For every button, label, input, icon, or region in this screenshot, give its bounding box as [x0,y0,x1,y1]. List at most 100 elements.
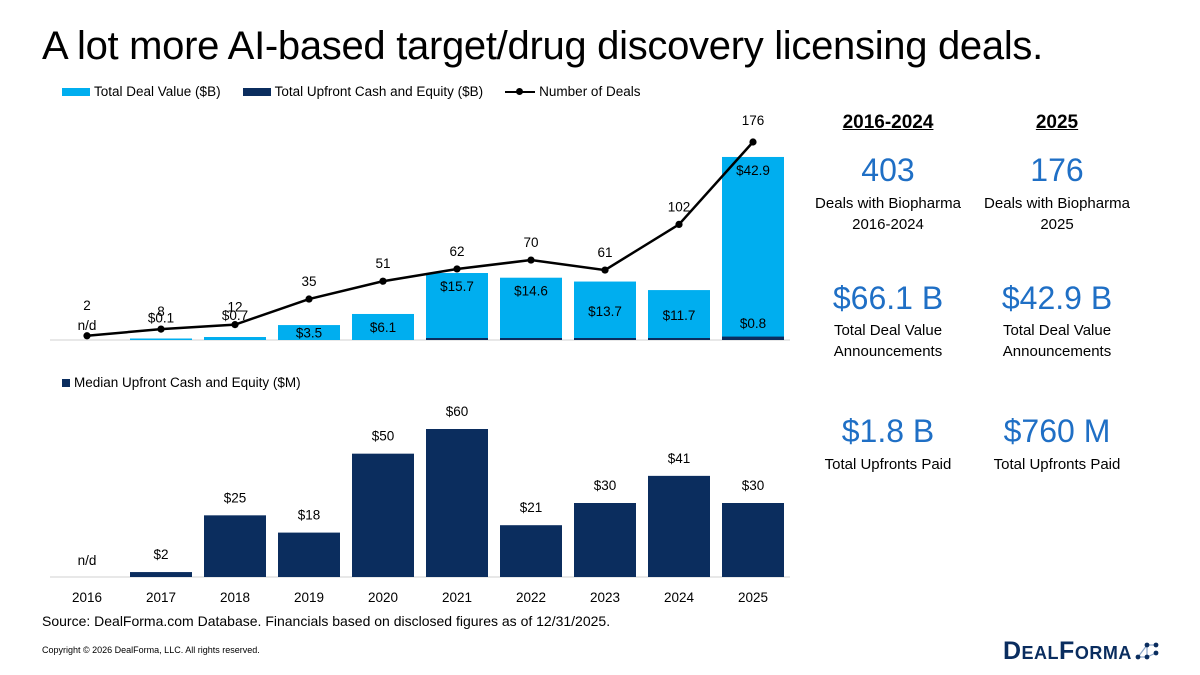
bar-median-upfront-2020 [352,453,414,577]
top-combo-chart: n/d $0.1 $0.7 $3.5 $6.1 $15.7 $14.6 $13.7 $11.7 $… [50,113,790,341]
bar-upfront-2025 [722,336,784,340]
label-median-upfront-2022: $21 [520,500,543,515]
bar-total-deal-value-2025 [722,156,784,340]
value-desc-line2: Announcements [1002,343,1112,360]
label-upfront-2025: $0.8 [740,316,766,331]
deals-desc-line1: Deals with Biopharma [984,195,1130,212]
label-total-deal-value-2021: $15.7 [440,279,474,294]
point-deals-2025 [749,138,757,146]
x-tick-2022: 2022 [516,590,546,605]
bar-total-deal-value-2024 [648,290,710,340]
deals-desc-line1: Deals with Biopharma [815,195,961,212]
label-deals-2021: 62 [449,244,464,259]
stat-upfront-2016-2024: $1.8 B [841,413,935,449]
bottom-chart-legend: Median Upfront Cash and Equity ($M) [62,375,323,390]
label-median-upfront-2024: $41 [668,451,691,466]
label-deals-2017: 8 [157,304,165,319]
point-deals-2023 [601,266,609,274]
copyright-note: Copyright © 2026 DealForma, LLC. All rig… [42,645,260,655]
legend-label-median: Median Upfront Cash and Equity ($M) [74,375,301,390]
col-header-2025: 2025 [1035,112,1079,133]
dealforma-logo: DealForma [1003,637,1160,666]
value-desc-line1: Total Deal Value [833,322,943,339]
label-deals-2022: 70 [523,235,538,250]
point-deals-2020 [379,277,387,285]
label-median-upfront-2018: $25 [224,490,247,505]
label-median-upfront-2019: $18 [298,508,321,523]
x-tick-2021: 2021 [442,590,472,605]
legend-swatch-dark [242,87,271,96]
logo-text: DealForma [1003,637,1132,665]
x-tick-2025: 2025 [738,590,768,605]
line-number-of-deals [86,141,754,338]
label-deals-2018: 12 [227,300,242,315]
col-header-2016-2024: 2016-2024 [842,112,934,133]
label-total-deal-value-2023: $13.7 [588,304,622,319]
bar-median-upfront-2022 [500,525,562,577]
bar-total-deal-value-2017 [130,338,192,340]
label-deals-2016: 2 [83,298,91,313]
source-note: Source: DealForma.com Database. Financia… [42,613,611,629]
bar-median-upfront-2019 [278,532,340,577]
label-median-upfront-2025: $30 [742,478,765,493]
label-median-upfront-2017: $2 [153,547,168,562]
legend-swatch-light [62,87,90,96]
stat-upfront-desc-2025: Total Upfronts Paid [993,456,1121,473]
x-tick-2019: 2019 [294,590,324,605]
label-total-deal-value-2017: $0.1 [148,311,174,326]
network-dots-icon [1135,642,1159,659]
label-deals-2020: 51 [375,256,390,271]
label-median-upfront-2021: $60 [446,404,469,419]
bar-total-deal-value-2023 [574,281,636,340]
stat-deals-2016-2024: 403 [861,152,915,188]
legend-label-total-deal-value: Total Deal Value ($B) [94,84,221,99]
legend-item-deals: Number of Deals [505,84,640,99]
top-chart-legend: Total Deal Value ($B) Total Upfront Cash… [62,84,662,99]
stat-value-2016-2024: $66.1 B [832,280,944,316]
bar-median-upfront-2023 [574,503,636,577]
value-desc-line1: Total Deal Value [1002,322,1112,339]
label-deals-2023: 61 [597,245,612,260]
label-total-deal-value-2018: $0.7 [222,308,248,323]
legend-label-upfront: Total Upfront Cash and Equity ($B) [274,84,484,99]
legend-item-upfront: Total Upfront Cash and Equity ($B) [242,84,484,99]
label-deals-2019: 35 [301,274,316,289]
bar-median-upfront-2024 [648,475,710,577]
value-desc-line2: Announcements [833,343,943,360]
x-tick-2023: 2023 [590,590,620,605]
bar-total-deal-value-2019 [278,325,340,340]
legend-swatch-line [505,87,536,97]
legend-label-deals: Number of Deals [539,84,641,99]
stat-upfront-2025: $760 M [1003,413,1111,449]
label-total-deal-value-2022: $14.6 [514,284,548,299]
point-deals-2024 [675,220,683,229]
bar-upfront-2021 [426,338,488,340]
bar-median-upfront-2018 [204,515,266,577]
deals-desc-line2: 2025 [1040,216,1074,233]
point-deals-2017 [157,325,165,333]
stats-col-2025-header: 2025 [972,108,1142,138]
bar-median-upfront-2017 [130,572,192,577]
legend-item-median: Median Upfront Cash and Equity ($M) [62,375,301,390]
stat-deals-2025: 176 [1030,152,1084,188]
label-deals-2025: 176 [742,113,765,128]
label-median-upfront-2023: $30 [594,478,617,493]
label-total-deal-value-2019: $3.5 [296,326,322,341]
stat-deals-desc-2016-2024: Deals with Biopharma 2016-2024 [803,193,973,235]
stat-value-2025: $42.9 B [1001,280,1113,316]
stat-value-desc-2016-2024: Total Deal Value Announcements [803,320,973,362]
label-total-deal-value-2016: n/d [78,318,97,333]
label-total-deal-value-2025: $42.9 [736,163,770,178]
label-median-upfront-2016: n/d [78,553,97,568]
bottom-bar-chart: n/d 2016 $2 2017 $25 2018 $18 2019 $50 2020 $60 202… [50,404,790,605]
x-tick-2017: 2017 [146,590,176,605]
point-deals-2016 [83,332,91,340]
x-tick-2018: 2018 [220,590,250,605]
bar-median-upfront-2021 [426,429,488,577]
stats-col-2016-2024-header: 2016-2024 [803,108,973,138]
label-median-upfront-2020: $50 [372,429,395,444]
bar-total-deal-value-2018 [204,337,266,340]
bar-upfront-2022 [500,338,562,340]
legend-swatch-median [62,378,70,387]
bar-upfront-2023 [574,338,636,340]
